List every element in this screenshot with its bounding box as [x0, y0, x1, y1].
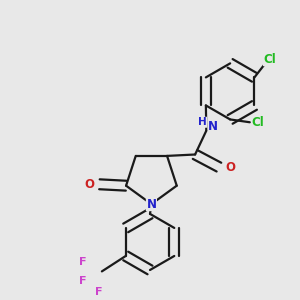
- Text: F: F: [95, 287, 103, 297]
- Text: F: F: [79, 256, 86, 267]
- Text: O: O: [225, 160, 235, 174]
- Text: Cl: Cl: [252, 116, 265, 129]
- Text: O: O: [85, 178, 94, 191]
- Text: N: N: [208, 120, 218, 133]
- Text: N: N: [146, 198, 156, 211]
- Text: F: F: [79, 276, 86, 286]
- Text: H: H: [198, 117, 206, 127]
- Text: Cl: Cl: [263, 53, 276, 66]
